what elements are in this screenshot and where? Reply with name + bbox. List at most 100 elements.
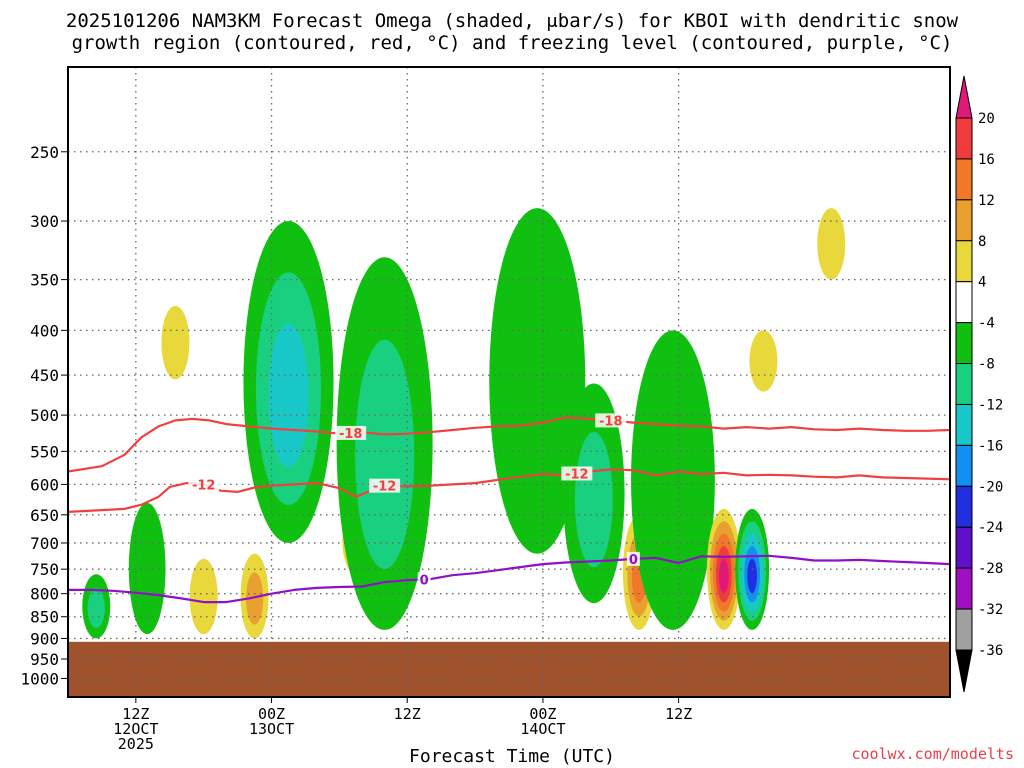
omega-region-2 [161,305,190,380]
omega-region-5 [243,221,334,543]
omega-region-15 [817,208,846,280]
omega-region-0 [82,574,111,639]
colorbar-label-3: 8 [978,234,986,250]
colorbar-bin-1 [955,158,973,201]
ytick-label-900: 900 [30,629,59,648]
omega-region-2-level-0 [161,305,190,380]
terrain-ground [68,641,950,697]
xtick-label-12-3: 2025 [118,735,154,753]
colorbar-label-1: 16 [978,152,995,168]
colorbar-bin-6 [955,363,973,405]
contour-label-2-0: 0 [420,573,429,588]
omega-region-5-level-2 [268,323,309,467]
omega-region-11-level-0 [631,330,715,630]
omega-region-15-level-0 [817,208,846,280]
colorbar-bin-12 [955,608,973,651]
colorbar-label-7: -12 [978,397,1003,413]
colorbar-bin-9 [955,485,973,528]
ytick-label-950: 950 [30,650,59,669]
terrain-layer [68,641,950,697]
omega-region-0-level-1 [87,588,105,628]
colorbar-label-12: -32 [978,602,1003,618]
omega-region-4 [240,553,269,639]
colorbar-bin-11 [955,567,973,610]
xtick-label-12-1: 12Z [122,705,149,723]
ytick-label-400: 400 [30,321,59,340]
colorbar-bin-7 [955,403,973,446]
contour-label-bg-1-1 [369,478,401,493]
omega-region-3-level-0 [189,558,218,635]
brand-text: coolwx.com/modelts [851,745,1014,763]
omega-region-7-level-1 [355,339,415,569]
colorbar-label-9: -20 [978,479,1003,495]
contour-label-1-1: -12 [373,480,397,495]
ytick-label-550: 550 [30,442,59,461]
contour-line-2 [68,554,950,604]
omega-region-8-level-0 [489,208,586,554]
xtick-label-48-1: 00Z [529,705,556,723]
colorbar-bin-4 [955,281,973,324]
ytick-label-500: 500 [30,406,59,425]
ytick-label-250: 250 [30,143,59,162]
xtick-label-36-1: 12Z [394,705,421,723]
plot-frame [67,66,951,698]
contour-label-bg-0-0 [335,425,367,440]
chart-title-line2: growth region (contoured, red, °C) and f… [71,32,953,54]
colorbar-under-arrow [955,649,973,693]
colorbar-bin-5 [955,322,973,365]
ytick-label-600: 600 [30,475,59,494]
contour-label-bg-1-2 [561,466,593,481]
xtick-label-60-1: 12Z [665,705,692,723]
colorbar-bin-2 [955,199,973,242]
colorbar-label-11: -28 [978,561,1003,577]
omega-shading [82,208,846,639]
xtick-label-12-2: 12OCT [113,720,158,738]
ytick-label-800: 800 [30,585,59,604]
ytick-label-750: 750 [30,560,59,579]
colorbar-bin-0 [955,117,973,160]
contour-label-2-1: 0 [629,553,638,568]
colorbar-label-8: -16 [978,438,1003,454]
omega-region-11 [631,330,715,630]
contour-label-1-2: -12 [565,467,589,482]
ytick-label-300: 300 [30,212,59,231]
colorbar-label-13: -36 [978,643,1003,659]
colorbar-label-4: 4 [978,275,986,291]
xtick-label-48-2: 14OCT [520,720,565,738]
contour-label-0-0: -18 [339,427,363,442]
contour-label-bg-2-0 [417,572,431,587]
omega-region-12-level-4 [719,558,729,594]
x-axis-label: Forecast Time (UTC) [409,746,615,767]
xtick-label-24-1: 00Z [258,705,285,723]
colorbar-label-2: 12 [978,193,995,209]
xtick-label-24-2: 13OCT [249,720,294,738]
contour-label-1-0: -12 [192,478,216,493]
colorbar-label-10: -24 [978,520,1003,536]
omega-region-3 [189,558,218,635]
contour-label-bg-1-0 [188,477,220,492]
colorbar-label-5: -4 [978,316,995,332]
colorbar-label-6: -8 [978,357,995,373]
omega-region-9 [563,383,625,604]
ytick-label-650: 650 [30,506,59,525]
contour-label-bg-0-1 [595,413,627,428]
colorbar: 20 16 12 8 4 -4 -8 -12 -16 -20 -24 -28 -32 -36 [955,75,1003,693]
chart-title-line1: 2025101206 NAM3KM Forecast Omega (shaded… [65,10,959,32]
omega-region-7 [336,257,433,630]
ytick-label-850: 850 [30,608,59,627]
ytick-label-700: 700 [30,534,59,553]
omega-region-14-level-0 [749,330,778,392]
ytick-label-350: 350 [30,271,59,290]
omega-region-12 [706,508,741,630]
y-axis: 250 300 350 400 450 500 550 600 650 700 750 800 850 9… [20,143,68,688]
colorbar-label-0: 20 [978,111,995,127]
contour-layer: -18 -18 -12 -12 -12 0 0 [68,413,950,604]
omega-region-4-level-1 [245,572,264,625]
ytick-label-450: 450 [30,366,59,385]
colorbar-bin-10 [955,526,973,569]
contour-label-bg-2-1 [626,551,640,566]
colorbar-bin-3 [955,240,973,283]
omega-region-14 [749,330,778,392]
contour-label-0-1: -18 [599,414,623,429]
